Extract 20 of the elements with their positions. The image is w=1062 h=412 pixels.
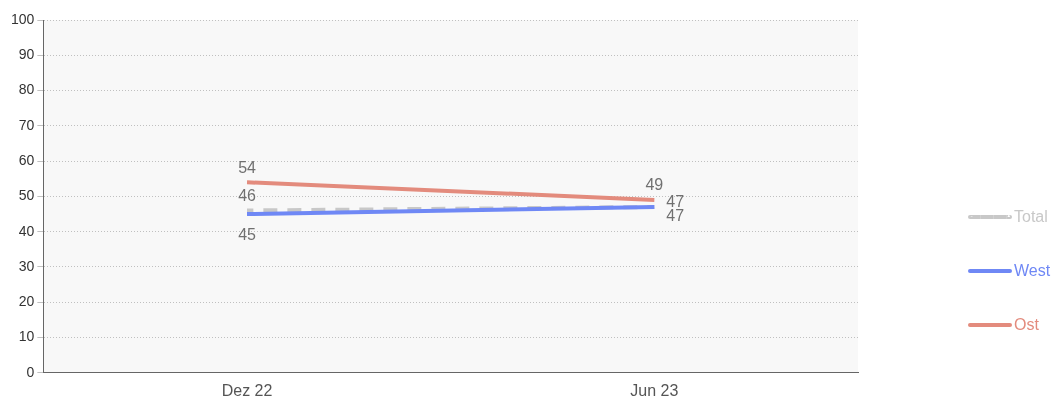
data-label: 49 [645, 176, 664, 194]
data-label: 45 [238, 226, 257, 244]
y-tick-label: 80 [18, 81, 35, 98]
y-tick-label: 60 [18, 151, 35, 168]
y-tick-label: 50 [18, 187, 35, 204]
y-tick-label: 10 [18, 328, 35, 345]
y-tick-label: 30 [18, 257, 35, 274]
y-tick-label: 40 [18, 222, 35, 239]
y-tick-label: 100 [11, 10, 35, 27]
y-tick-label: 90 [18, 46, 35, 63]
legend-label: West [1014, 262, 1051, 280]
data-label: 47 [666, 207, 685, 225]
data-label: 54 [238, 158, 257, 176]
x-tick-label: Jun 23 [630, 381, 679, 399]
data-label: 46 [238, 186, 257, 204]
y-tick-label: 20 [18, 293, 35, 310]
y-tick-label: 0 [26, 363, 35, 380]
legend-label: Ost [1014, 316, 1039, 334]
x-tick-label: Dez 22 [221, 381, 273, 399]
y-tick-label: 70 [18, 116, 35, 133]
